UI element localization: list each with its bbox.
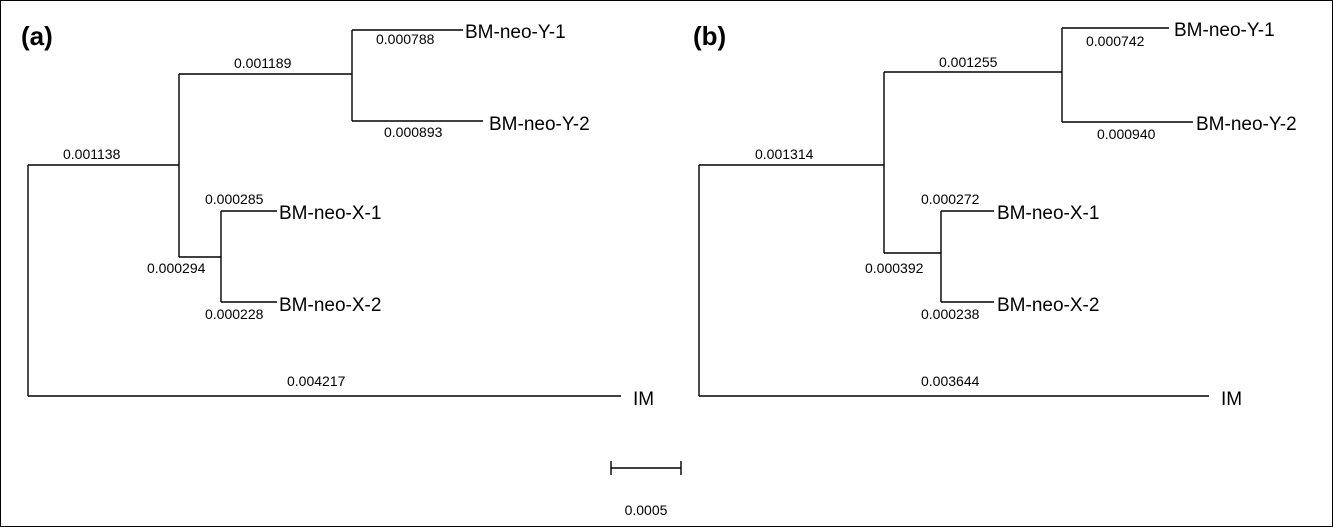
- panel-b-leaf-x1: BM-neo-X-1: [997, 203, 1099, 224]
- panel-b-x-clade-length: 0.000392: [865, 260, 924, 276]
- panel-a-leaf-x1: BM-neo-X-1: [279, 203, 381, 224]
- panel-a-y2-length: 0.000893: [384, 124, 443, 140]
- scale-bar: 0.0005: [610, 461, 682, 518]
- panel-a-x-clade-length: 0.000294: [147, 260, 206, 276]
- panel-a-y-clade-length: 0.001189: [234, 55, 292, 71]
- panel-b-label: (b): [693, 21, 726, 51]
- panel-b-leaf-x2: BM-neo-X-2: [997, 295, 1099, 316]
- panel-b-inner-length: 0.001314: [755, 146, 814, 162]
- panel-a-inner-length: 0.001138: [63, 146, 121, 162]
- scale-bar-line: [610, 461, 682, 475]
- panel-a-label: (a): [21, 21, 53, 51]
- panel-a-leaf-y1: BM-neo-Y-1: [465, 22, 566, 43]
- panel-b-y1-length: 0.000742: [1086, 33, 1145, 49]
- panel-a-y1-length: 0.000788: [376, 31, 435, 47]
- panel-a-outgroup-length: 0.004217: [287, 373, 346, 389]
- panel-b-x1-length: 0.000272: [921, 191, 980, 207]
- panel-b-y2-length: 0.000940: [1097, 126, 1156, 142]
- panel-b-leaf-y1: BM-neo-Y-1: [1174, 20, 1275, 41]
- panel-a: (a) 0.001138 0.001189 0.000294 0.000788 …: [21, 21, 654, 410]
- panel-b-outgroup-length: 0.003644: [921, 373, 980, 389]
- panel-a-leaf-outgroup: IM: [633, 389, 654, 410]
- panel-a-x2-length: 0.000228: [205, 306, 264, 322]
- panel-b-x2-length: 0.000238: [921, 306, 980, 322]
- panel-b-leaf-y2: BM-neo-Y-2: [1196, 114, 1297, 135]
- panel-a-leaf-x2: BM-neo-X-2: [279, 295, 381, 316]
- panel-a-x1-length: 0.000285: [205, 191, 264, 207]
- scale-bar-label: 0.0005: [625, 502, 668, 518]
- panel-b-leaf-outgroup: IM: [1221, 389, 1242, 410]
- panel-b: (b) 0.001314 0.001255 0.000392 0.000742 …: [693, 20, 1297, 410]
- panel-a-leaf-y2: BM-neo-Y-2: [489, 114, 590, 135]
- panel-b-y-clade-length: 0.001255: [939, 54, 998, 70]
